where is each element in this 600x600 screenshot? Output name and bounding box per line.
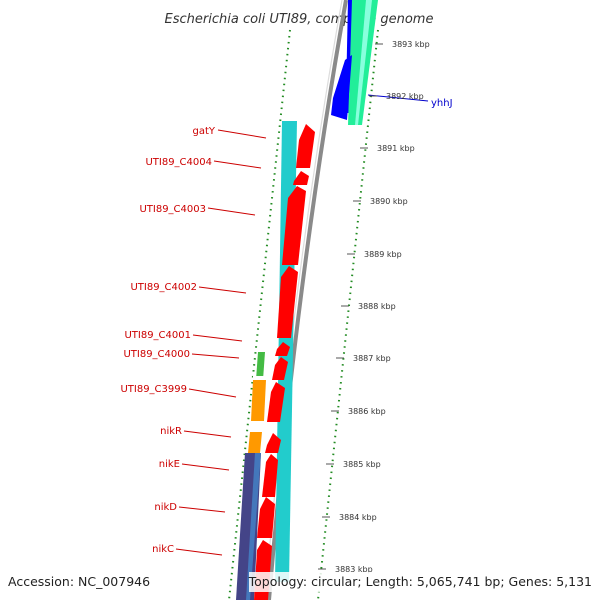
gene-leader-UTI89_C4001 — [192, 334, 243, 342]
cog-slate-highlight — [246, 453, 261, 600]
accession-text: Accession: NC_007946 — [8, 572, 151, 592]
gene-leader-UTI89_C4004 — [213, 160, 262, 169]
gene-arrow-gatY — [296, 124, 315, 168]
gene-arrow-UTI89_C3999 — [267, 382, 285, 422]
gene-label-UTI89_C4004: UTI89_C4004 — [145, 157, 212, 168]
gene-leader-nikE — [181, 463, 230, 471]
forward-gene-arrow — [331, 55, 352, 120]
gene-leader-nikR — [183, 430, 232, 438]
kbp-tick-label: 3887 kbp — [353, 354, 391, 363]
gene-arrow-UTI89_C4000 — [272, 357, 288, 380]
kbp-tick-label: 3888 kbp — [358, 302, 396, 311]
gene-arrow-UTI89_C4003 — [282, 186, 306, 265]
gene-label-nikD: nikD — [154, 502, 177, 513]
cog-mint-highlight — [355, 0, 372, 125]
kbp-ticks: 3893 kbp 3892 kbp 3891 kbp 3890 kbp 3889 kbp… — [318, 40, 430, 574]
cog-orange-block-1 — [251, 380, 266, 421]
gene-arrow-UTI89_C4004 — [293, 171, 309, 185]
kbp-tick-label: 3892 kbp — [386, 92, 424, 101]
gene-leader-yhhJ — [367, 94, 429, 102]
gene-leader-nikC — [175, 548, 223, 556]
gene-label-yhhJ: yhhJ — [431, 98, 453, 109]
gene-leader-UTI89_C4003 — [207, 207, 256, 216]
gene-leader-nikD — [178, 506, 226, 513]
gene-leader-UTI89_C4002 — [198, 286, 247, 294]
kbp-tick-label: 3885 kbp — [343, 460, 381, 469]
gene-arrow-nikR — [265, 433, 281, 453]
gene-label-nikR: nikR — [160, 426, 182, 437]
gene-arrow-UTI89_C4001 — [275, 342, 290, 356]
kbp-tick-label: 3884 kbp — [339, 513, 377, 522]
kbp-tick-label: 3890 kbp — [370, 197, 408, 206]
gene-label-UTI89_C4001: UTI89_C4001 — [124, 330, 191, 341]
gene-label-UTI89_C3999: UTI89_C3999 — [120, 384, 187, 395]
gene-label-gatY: gatY — [192, 126, 215, 137]
gene-label-UTI89_C4003: UTI89_C4003 — [139, 204, 206, 215]
gene-arrow-nikD — [257, 497, 275, 538]
gene-label-nikE: nikE — [159, 459, 180, 470]
topology-text: Topology: circular; Length: 5,065,741 bp… — [248, 572, 592, 592]
cog-orange-block-2 — [248, 432, 262, 453]
map-title: Escherichia coli UTI89, complete genome — [165, 12, 434, 27]
gene-arrow-UTI89_C4002 — [277, 266, 298, 338]
kbp-tick-label: 3891 kbp — [377, 144, 415, 153]
gene-labels: gatY UTI89_C4004 UTI89_C4003 UTI89_C4002 UTI… — [120, 94, 453, 556]
gene-arrows — [254, 0, 378, 600]
gene-label-nikC: nikC — [152, 544, 174, 555]
gene-leader-UTI89_C3999 — [188, 388, 237, 398]
cog-gap — [253, 376, 265, 380]
gene-label-UTI89_C4002: UTI89_C4002 — [130, 282, 197, 293]
gene-leader-UTI89_C4000 — [191, 353, 240, 359]
gene-arrow-nikE — [262, 454, 278, 497]
kbp-tick-label: 3886 kbp — [348, 407, 386, 416]
kbp-tick-label: 3883 kbp — [335, 565, 373, 574]
cog-green-block — [256, 352, 265, 380]
gene-label-UTI89_C4000: UTI89_C4000 — [123, 349, 190, 360]
kbp-tick-label: 3893 kbp — [392, 40, 430, 49]
gene-leader-gatY — [217, 129, 267, 139]
kbp-tick-label: 3889 kbp — [364, 250, 402, 259]
